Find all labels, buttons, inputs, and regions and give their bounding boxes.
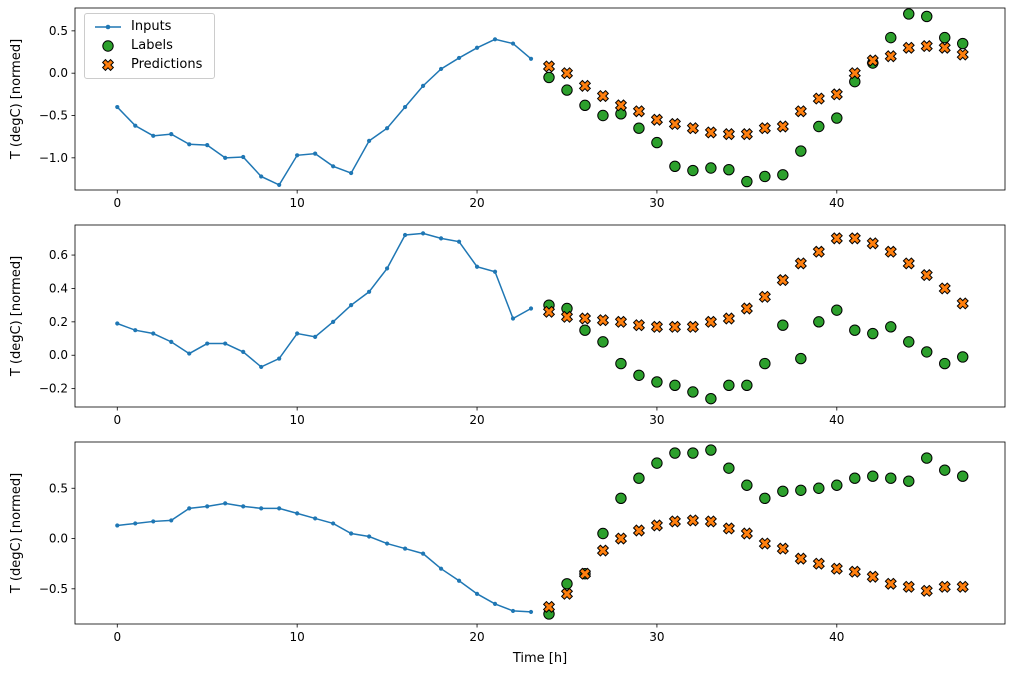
svg-text:20: 20	[469, 630, 484, 644]
svg-text:T (degC) [normed]: T (degC) [normed]	[9, 256, 24, 377]
svg-text:10: 10	[290, 413, 305, 427]
svg-text:30: 30	[649, 196, 664, 210]
svg-text:−0.2: −0.2	[39, 382, 68, 396]
legend-label-labels: Labels	[131, 38, 173, 53]
svg-text:30: 30	[649, 413, 664, 427]
legend-item-inputs: Inputs	[93, 20, 202, 34]
svg-text:40: 40	[829, 630, 844, 644]
svg-text:40: 40	[829, 413, 844, 427]
svg-text:−1.0: −1.0	[39, 151, 68, 165]
svg-text:10: 10	[290, 630, 305, 644]
svg-text:40: 40	[829, 196, 844, 210]
legend: Inputs Labels Predictions	[84, 13, 216, 79]
svg-text:0: 0	[113, 413, 121, 427]
svg-text:0.5: 0.5	[49, 481, 68, 495]
svg-text:−0.5: −0.5	[39, 582, 68, 596]
svg-text:T (degC) [normed]: T (degC) [normed]	[9, 473, 24, 594]
legend-item-predictions: Predictions	[93, 58, 202, 72]
svg-text:0.4: 0.4	[49, 281, 68, 295]
svg-text:−0.5: −0.5	[39, 109, 68, 123]
svg-text:20: 20	[469, 196, 484, 210]
labels-circle-icon	[102, 40, 114, 52]
svg-text:0: 0	[113, 630, 121, 644]
svg-text:30: 30	[649, 630, 664, 644]
svg-text:0.0: 0.0	[49, 348, 68, 362]
svg-text:20: 20	[469, 413, 484, 427]
svg-text:T (degC) [normed]: T (degC) [normed]	[9, 39, 24, 160]
svg-text:0: 0	[113, 196, 121, 210]
legend-item-labels: Labels	[93, 39, 202, 53]
svg-text:10: 10	[290, 196, 305, 210]
svg-text:0.2: 0.2	[49, 315, 68, 329]
inputs-line-icon	[95, 24, 121, 30]
svg-text:0.5: 0.5	[49, 24, 68, 38]
legend-label-predictions: Predictions	[131, 57, 203, 72]
svg-text:0.0: 0.0	[49, 532, 68, 546]
svg-text:0.0: 0.0	[49, 66, 68, 80]
legend-label-inputs: Inputs	[131, 19, 172, 34]
svg-text:Time [h]: Time [h]	[512, 651, 567, 666]
svg-text:0.6: 0.6	[49, 248, 68, 262]
predictions-x-icon	[101, 58, 115, 72]
